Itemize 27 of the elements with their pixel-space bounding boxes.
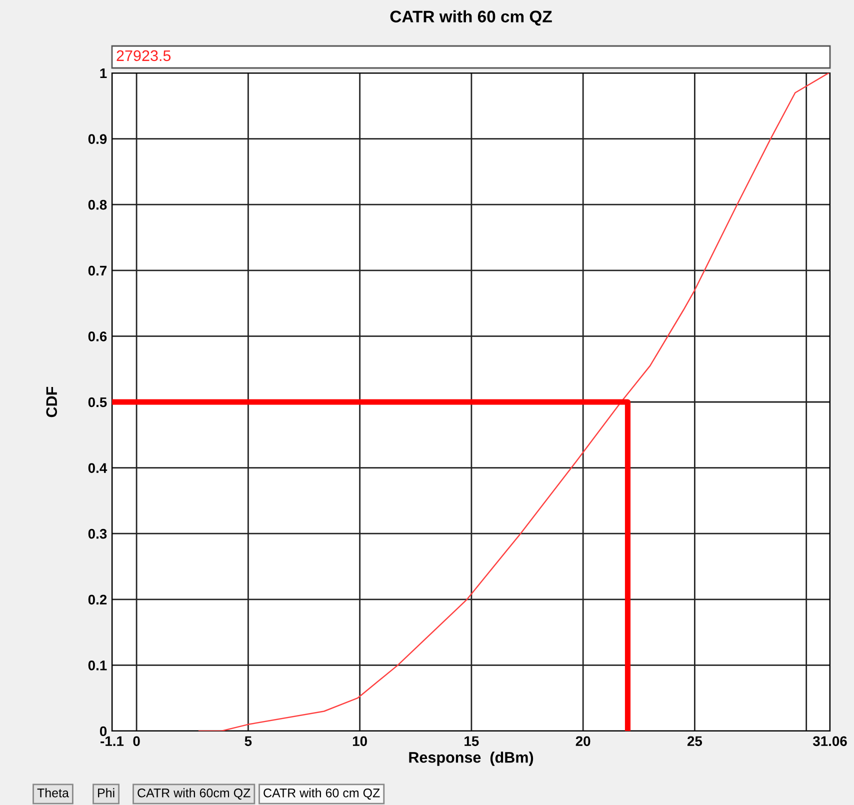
x-tick-label: 31.06: [812, 736, 847, 746]
x-tick-label: -1.1: [100, 736, 124, 746]
y-tick-label: 0.2: [88, 594, 107, 605]
y-tick-label: 0.6: [88, 332, 107, 342]
y-tick-label: 0.5: [88, 397, 107, 408]
x-tick-label: 25: [687, 736, 702, 746]
chart-title: CATR with 60 cm QZ: [390, 10, 552, 26]
y-tick-label: 0.9: [88, 134, 107, 144]
y-tick-label: 0.3: [88, 528, 107, 539]
y-tick-label: 0.1: [88, 660, 107, 670]
x-tick-label: 5: [244, 736, 252, 746]
y-tick-label: 1: [100, 68, 107, 78]
y-tick-label: 0.8: [88, 200, 107, 210]
x-tick-label: 20: [576, 736, 590, 746]
text: Phi: [98, 788, 114, 798]
x-tick-label: 0: [133, 736, 140, 746]
y-tick-label: 0.7: [88, 266, 107, 276]
x-tick-label: 15: [464, 736, 479, 746]
text: Theta: [37, 788, 69, 798]
y-tick-label: 0: [100, 726, 107, 736]
x-axis-title: Response (dBm): [409, 752, 534, 766]
text: 27923.5: [116, 50, 171, 62]
y-tick-label: 0.4: [88, 463, 108, 473]
x-tick-label: 10: [352, 736, 367, 746]
text: CATR with 60 cm QZ: [264, 788, 380, 800]
y-axis-title: CDF: [46, 386, 58, 418]
text: CATR with 60cm QZ: [138, 788, 250, 800]
